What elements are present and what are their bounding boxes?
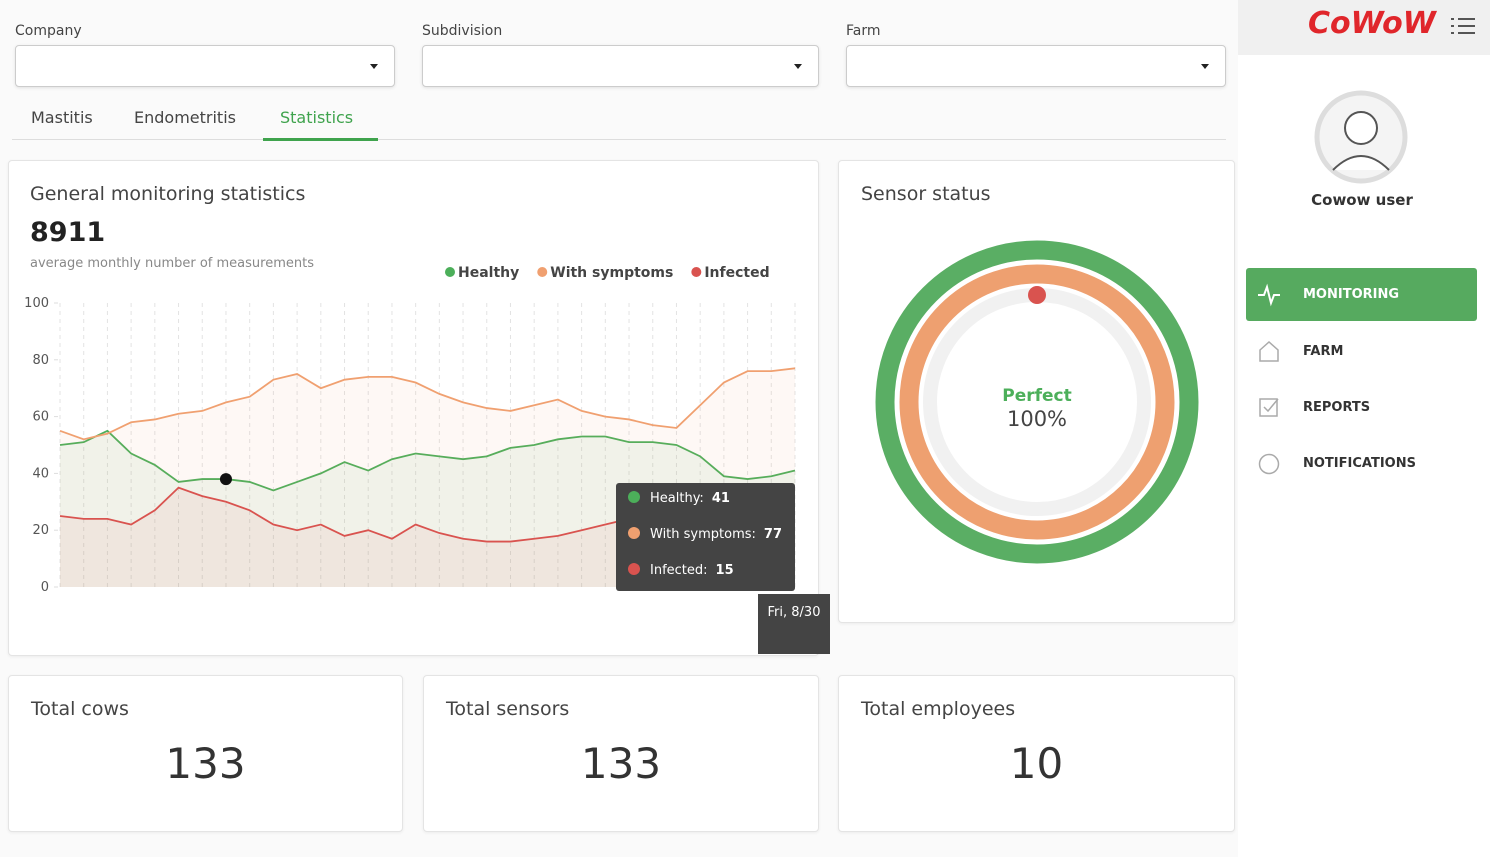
avatar bbox=[1314, 90, 1408, 184]
filter-label: Farm bbox=[846, 23, 881, 39]
filter-label: Company bbox=[15, 23, 82, 39]
card-value: 10 bbox=[1009, 739, 1064, 788]
y-tick-label: 60 bbox=[32, 410, 49, 425]
subdivision-select[interactable] bbox=[422, 45, 819, 87]
y-tick-label: 20 bbox=[32, 523, 49, 538]
tooltip-row: Healthy: 41 bbox=[628, 491, 730, 506]
card-title: Sensor status bbox=[861, 183, 991, 205]
tab-divider bbox=[12, 139, 1226, 140]
filter-label: Subdivision bbox=[422, 23, 503, 39]
status-percent: 100% bbox=[1007, 407, 1067, 431]
user-name: Cowow user bbox=[1311, 191, 1413, 209]
monitoring-chart: 0 20 40 60 80 100 Healthy With symptoms Infected bbox=[24, 265, 796, 595]
y-tick-label: 0 bbox=[41, 580, 49, 595]
status-label: Perfect bbox=[1002, 386, 1072, 406]
tooltip-value: 77 bbox=[763, 527, 782, 542]
menu-icon bbox=[1259, 398, 1279, 417]
tooltip-name: With symptoms: bbox=[650, 527, 756, 542]
tooltip-name: Healthy: bbox=[650, 491, 704, 506]
tooltip-value: 15 bbox=[715, 563, 734, 578]
tooltip-dot bbox=[628, 491, 640, 503]
farm-select[interactable] bbox=[846, 45, 1226, 87]
tab[interactable]: Endometritis bbox=[134, 108, 236, 127]
sensor-donut: Perfect 100% bbox=[875, 240, 1199, 564]
series-area bbox=[60, 487, 795, 587]
ring bbox=[875, 240, 1199, 564]
menu-icon[interactable] bbox=[1450, 16, 1476, 36]
tooltip-dot bbox=[628, 527, 640, 539]
hover-point bbox=[219, 473, 232, 486]
menu-icon bbox=[1258, 453, 1280, 475]
total-measurements: 8911 bbox=[30, 217, 106, 248]
tab[interactable]: Mastitis bbox=[31, 108, 93, 127]
series-area bbox=[60, 430, 795, 587]
tooltip-value: 41 bbox=[711, 491, 730, 506]
legend-dot bbox=[691, 267, 702, 277]
legend-label: Healthy bbox=[458, 265, 519, 281]
tooltip-dot bbox=[628, 563, 640, 575]
card-title: General monitoring statistics bbox=[30, 183, 306, 205]
series-area bbox=[60, 368, 795, 587]
menu-active[interactable] bbox=[1246, 268, 1477, 321]
stat-card: Total sensors 133 bbox=[423, 675, 819, 832]
card-value: 133 bbox=[165, 739, 246, 788]
tab-underline bbox=[263, 138, 378, 141]
tooltip-date: Fri, 8/30 bbox=[758, 594, 830, 654]
legend-dot bbox=[537, 267, 548, 277]
stat-card: Total employees 10 bbox=[838, 675, 1235, 832]
menu-item[interactable]: NOTIFICATIONS bbox=[1303, 456, 1416, 471]
legend-dot bbox=[445, 267, 455, 277]
legend-label: With symptoms bbox=[550, 265, 673, 281]
tooltip-name: Infected: bbox=[650, 563, 708, 578]
y-tick-label: 100 bbox=[24, 296, 49, 311]
menu-icon bbox=[1258, 283, 1280, 307]
logo[interactable]: CoWoW bbox=[1308, 6, 1436, 41]
card-title: Total sensors bbox=[446, 698, 570, 720]
series-line bbox=[59, 429, 796, 492]
stat-card: Total cows 133 bbox=[8, 675, 403, 832]
card-subtitle: average monthly number of measurements bbox=[30, 256, 314, 271]
ring-dot bbox=[1028, 286, 1046, 304]
ring bbox=[899, 264, 1175, 540]
card-value: 133 bbox=[580, 739, 662, 788]
company-select[interactable] bbox=[15, 45, 395, 87]
menu-item[interactable]: MONITORING bbox=[1303, 287, 1400, 302]
tooltip-row: With symptoms: 77 bbox=[628, 527, 782, 542]
menu-item[interactable]: REPORTS bbox=[1303, 400, 1371, 415]
card-title: Total cows bbox=[31, 698, 129, 720]
card-title: Total employees bbox=[861, 698, 1016, 720]
tab-active[interactable]: Statistics bbox=[280, 108, 354, 127]
series-line bbox=[59, 367, 796, 441]
legend-label: Infected bbox=[704, 265, 769, 281]
menu-item[interactable]: FARM bbox=[1303, 344, 1344, 359]
tooltip-row: Infected: 15 bbox=[628, 563, 734, 578]
y-tick-label: 80 bbox=[32, 353, 49, 368]
sidebar-header bbox=[1238, 0, 1490, 55]
y-tick-label: 40 bbox=[32, 466, 49, 481]
tooltip: Healthy: 41 With symptoms: 77 Infected: 15 bbox=[616, 483, 795, 591]
menu-icon bbox=[1259, 340, 1279, 362]
